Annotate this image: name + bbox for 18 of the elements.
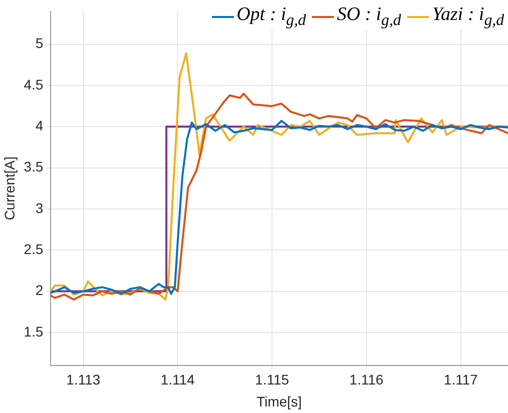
y-tick-label: 5 — [35, 35, 44, 52]
y-tick-label: 3 — [35, 200, 44, 216]
legend-label: SO : i$_{g,d}$ — [336, 4, 402, 30]
y-tick-label: 4 — [35, 118, 44, 134]
x-tick-label: 1.116 — [349, 372, 384, 388]
x-tick-label: 1.113 — [66, 372, 101, 388]
y-tick-label: 2 — [35, 282, 44, 298]
x-tick-label: 1.114 — [160, 372, 195, 388]
y-axis-title: Current[A] — [1, 156, 18, 220]
x-tick-label: 1.115 — [255, 372, 290, 388]
legend-label: Opt : i$_{g,d}$ — [236, 4, 306, 30]
x-tick-label: 1.117 — [444, 372, 478, 388]
y-tick-label: 3.5 — [24, 158, 44, 175]
y-tick-label: 4.5 — [24, 76, 44, 92]
legend-label: Yazi : i$_{g,d}$ — [432, 4, 504, 30]
x-axis-title: Time[s] — [256, 393, 302, 410]
y-tick-label: 2.5 — [24, 241, 44, 258]
y-tick-label: 1.5 — [24, 323, 44, 340]
